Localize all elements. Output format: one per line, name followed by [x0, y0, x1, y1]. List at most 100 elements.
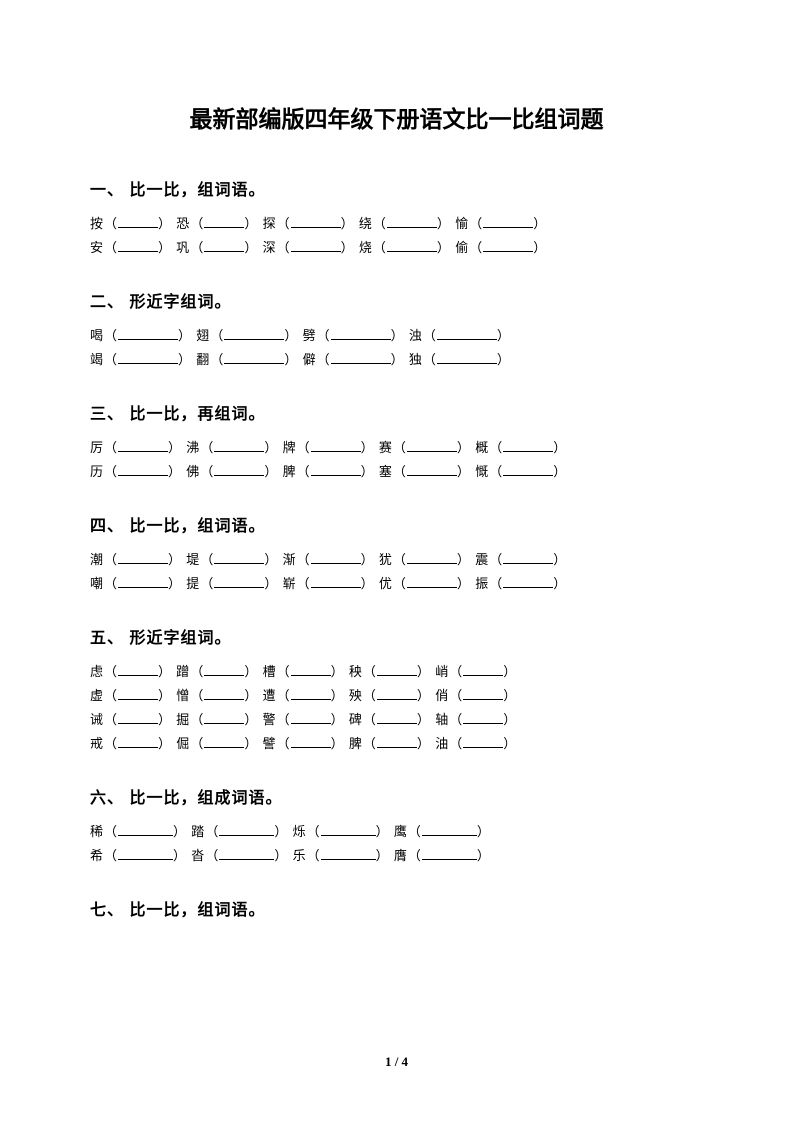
fill-blank[interactable]: [204, 684, 244, 700]
char: 概: [475, 440, 489, 455]
paren-open: （: [104, 824, 118, 839]
fill-blank[interactable]: [377, 684, 417, 700]
fill-blank[interactable]: [331, 324, 391, 340]
fill-blank[interactable]: [463, 660, 503, 676]
fill-blank[interactable]: [422, 820, 477, 836]
fill-blank[interactable]: [118, 436, 168, 452]
paren-close: ）: [503, 664, 517, 679]
char: 历: [90, 464, 104, 479]
paren-close: ）: [178, 352, 192, 367]
fill-blank[interactable]: [118, 732, 158, 748]
fill-blank[interactable]: [311, 572, 361, 588]
paren-open: （: [200, 440, 214, 455]
fill-blank[interactable]: [204, 732, 244, 748]
fill-blank[interactable]: [214, 548, 264, 564]
fill-blank[interactable]: [118, 548, 168, 564]
char: 浊: [409, 328, 423, 343]
char: 希: [90, 848, 104, 863]
fill-blank[interactable]: [483, 236, 533, 252]
exercise-row: 稀（） 踏（） 烁（） 鹰（）: [90, 820, 703, 844]
fill-blank[interactable]: [291, 212, 341, 228]
fill-blank[interactable]: [118, 820, 173, 836]
fill-blank[interactable]: [483, 212, 533, 228]
fill-blank[interactable]: [387, 212, 437, 228]
paren-open: （: [104, 688, 118, 703]
fill-blank[interactable]: [437, 324, 497, 340]
fill-blank[interactable]: [214, 436, 264, 452]
paren-open: （: [317, 352, 331, 367]
fill-blank[interactable]: [118, 684, 158, 700]
fill-blank[interactable]: [204, 236, 244, 252]
fill-blank[interactable]: [204, 212, 244, 228]
char: 堤: [186, 552, 200, 567]
fill-blank[interactable]: [377, 660, 417, 676]
fill-blank[interactable]: [291, 708, 331, 724]
fill-blank[interactable]: [291, 732, 331, 748]
fill-blank[interactable]: [387, 236, 437, 252]
fill-blank[interactable]: [118, 460, 168, 476]
paren-close: ）: [274, 824, 288, 839]
fill-blank[interactable]: [437, 348, 497, 364]
fill-blank[interactable]: [311, 436, 361, 452]
char: 翅: [196, 328, 210, 343]
fill-blank[interactable]: [463, 732, 503, 748]
fill-blank[interactable]: [463, 684, 503, 700]
fill-blank[interactable]: [214, 460, 264, 476]
paren-close: ）: [158, 664, 172, 679]
fill-blank[interactable]: [311, 460, 361, 476]
paren-open: （: [373, 216, 387, 231]
fill-blank[interactable]: [118, 708, 158, 724]
fill-blank[interactable]: [422, 844, 477, 860]
fill-blank[interactable]: [118, 348, 178, 364]
fill-blank[interactable]: [407, 460, 457, 476]
fill-blank[interactable]: [118, 572, 168, 588]
paren-close: ）: [168, 440, 182, 455]
fill-blank[interactable]: [204, 708, 244, 724]
fill-blank[interactable]: [463, 708, 503, 724]
char: 戒: [90, 736, 104, 751]
fill-blank[interactable]: [377, 732, 417, 748]
paren-open: （: [373, 240, 387, 255]
char: 烁: [293, 824, 307, 839]
fill-blank[interactable]: [321, 820, 376, 836]
paren-close: ）: [417, 712, 431, 727]
paren-open: （: [469, 240, 483, 255]
fill-blank[interactable]: [503, 572, 553, 588]
fill-blank[interactable]: [291, 660, 331, 676]
char: 掘: [176, 712, 190, 727]
fill-blank[interactable]: [224, 324, 284, 340]
fill-blank[interactable]: [503, 548, 553, 564]
fill-blank[interactable]: [219, 820, 274, 836]
fill-blank[interactable]: [118, 324, 178, 340]
fill-blank[interactable]: [503, 460, 553, 476]
paren-close: ）: [178, 328, 192, 343]
section-7: 七、 比一比，组词语。: [90, 896, 703, 920]
fill-blank[interactable]: [118, 844, 173, 860]
fill-blank[interactable]: [331, 348, 391, 364]
section-heading: 七、 比一比，组词语。: [90, 896, 703, 920]
paren-open: （: [393, 576, 407, 591]
section-heading: 三、 比一比，再组词。: [90, 400, 703, 424]
fill-blank[interactable]: [118, 660, 158, 676]
fill-blank[interactable]: [377, 708, 417, 724]
fill-blank[interactable]: [214, 572, 264, 588]
section-heading: 一、 比一比，组词语。: [90, 176, 703, 200]
fill-blank[interactable]: [321, 844, 376, 860]
fill-blank[interactable]: [407, 436, 457, 452]
fill-blank[interactable]: [291, 684, 331, 700]
paren-close: ）: [417, 664, 431, 679]
fill-blank[interactable]: [219, 844, 274, 860]
fill-blank[interactable]: [118, 236, 158, 252]
paren-open: （: [393, 552, 407, 567]
fill-blank[interactable]: [407, 572, 457, 588]
fill-blank[interactable]: [224, 348, 284, 364]
fill-blank[interactable]: [407, 548, 457, 564]
fill-blank[interactable]: [204, 660, 244, 676]
fill-blank[interactable]: [291, 236, 341, 252]
fill-blank[interactable]: [118, 212, 158, 228]
fill-blank[interactable]: [311, 548, 361, 564]
char: 渐: [283, 552, 297, 567]
fill-blank[interactable]: [503, 436, 553, 452]
paren-close: ）: [417, 736, 431, 751]
paren-close: ）: [158, 240, 172, 255]
